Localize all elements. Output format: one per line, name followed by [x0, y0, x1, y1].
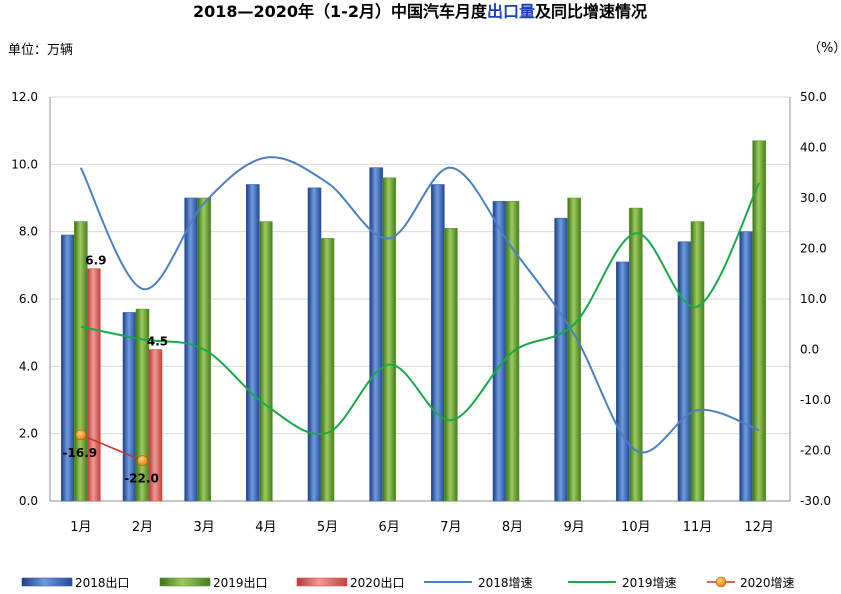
bar-2018出口 — [431, 184, 445, 502]
left-tick-label: 4.0 — [19, 359, 38, 373]
bar-2018出口 — [61, 234, 75, 502]
left-tick-label: 8.0 — [19, 225, 38, 239]
line-data-label: -22.0 — [124, 472, 159, 486]
right-tick-label: 20.0 — [800, 242, 827, 256]
bar-2018出口 — [492, 201, 507, 502]
line-point-2020增速 — [75, 429, 87, 441]
right-tick-label: 0.0 — [800, 343, 819, 357]
bar-data-label: 4.5 — [147, 335, 168, 349]
legend-item: 2018增速 — [424, 576, 533, 590]
bar-2018出口 — [369, 167, 383, 502]
legend-swatch — [21, 577, 73, 587]
bar-2019出口 — [629, 207, 643, 502]
line-data-label: -16.9 — [63, 446, 98, 460]
bar-2019出口 — [752, 140, 766, 502]
legend-swatch-marker — [715, 576, 727, 588]
right-tick-label: 30.0 — [800, 191, 827, 205]
left-tick-label: 10.0 — [11, 157, 38, 171]
legend-label: 2018出口 — [75, 576, 130, 590]
category-label: 5月 — [317, 520, 338, 535]
bar-2019出口 — [320, 238, 335, 502]
bar-2019出口 — [567, 197, 581, 502]
legend-label: 2020增速 — [740, 576, 795, 590]
category-label: 8月 — [502, 520, 523, 535]
bar-2020出口 — [87, 268, 101, 502]
bar-data-label: 6.9 — [85, 254, 106, 268]
bar-2019出口 — [259, 221, 273, 502]
right-tick-label: -30.0 — [800, 494, 831, 508]
legend-label: 2019增速 — [622, 576, 677, 590]
legend-item: 2018出口 — [21, 576, 130, 590]
legend-label: 2019出口 — [213, 576, 268, 590]
category-label: 11月 — [683, 520, 713, 535]
bar-2018出口 — [307, 187, 322, 502]
title-part-3: 及同比增速情况 — [535, 2, 647, 21]
bar-2018出口 — [554, 217, 568, 502]
bar-2018出口 — [677, 241, 692, 502]
right-tick-label: 50.0 — [800, 90, 827, 104]
legend-item: 2019增速 — [568, 576, 677, 590]
left-tick-label: 0.0 — [19, 494, 38, 508]
left-tick-label: 6.0 — [19, 292, 38, 306]
line-2018增速 — [79, 156, 760, 454]
axes: 0.0 2.0 4.0 6.0 8.0 10.0 12.0 -30.0 -20.0 -10.0 0.… — [11, 90, 831, 535]
legend-swatch — [159, 577, 211, 587]
category-label: 6月 — [379, 520, 400, 535]
right-tick-label: 40.0 — [800, 141, 827, 155]
bar-2019出口 — [690, 221, 705, 502]
category-label: 4月 — [255, 520, 276, 535]
bar-2018出口 — [616, 261, 630, 502]
bar-2018出口 — [184, 197, 198, 502]
legend: 2018出口 2019出口 2020出口 2018增速 2019增速 2020增速 — [21, 576, 795, 590]
right-axis-unit: （%） — [808, 41, 841, 56]
title-part-1: 2018—2020年（1-2月）中国汽车月度 — [193, 2, 488, 21]
category-label: 9月 — [564, 520, 585, 535]
legend-label: 2020出口 — [350, 576, 405, 590]
category-label: 1月 — [70, 520, 91, 535]
line-2019增速 — [80, 182, 761, 436]
data-labels: 6.9 4.5 -16.9 -22.0 — [63, 254, 169, 486]
right-tick-label: -20.0 — [800, 444, 831, 458]
legend-swatch — [296, 577, 348, 587]
bar-2018出口 — [246, 184, 260, 502]
legend-item: 2019出口 — [159, 576, 268, 590]
title-part-highlight: 出口量 — [487, 2, 535, 21]
bar-2019出口 — [444, 228, 458, 502]
right-tick-label: -10.0 — [800, 393, 831, 407]
lines — [75, 156, 761, 466]
line-2020增速 — [80, 434, 143, 462]
left-tick-label: 2.0 — [19, 427, 38, 441]
left-axis-unit: 单位：万辆 — [8, 43, 73, 58]
bar-2019出口 — [382, 177, 396, 502]
legend-label: 2018增速 — [478, 576, 533, 590]
legend-item: 2020增速 — [707, 576, 795, 590]
category-label: 3月 — [194, 520, 215, 535]
right-tick-label: 10.0 — [800, 292, 827, 306]
category-label: 2月 — [132, 520, 153, 535]
category-label: 7月 — [440, 520, 461, 535]
bar-2020出口 — [148, 349, 163, 502]
category-label: 10月 — [621, 520, 651, 535]
chart-title: 2018—2020年（1-2月）中国汽车月度出口量及同比增速情况 — [193, 2, 647, 21]
category-label: 12月 — [744, 520, 774, 535]
gridlines — [50, 96, 790, 435]
line-point-2020增速 — [137, 455, 148, 466]
bar-2018出口 — [739, 231, 753, 502]
left-tick-label: 12.0 — [11, 90, 38, 104]
legend-item: 2020出口 — [296, 576, 405, 590]
bars — [61, 140, 766, 502]
